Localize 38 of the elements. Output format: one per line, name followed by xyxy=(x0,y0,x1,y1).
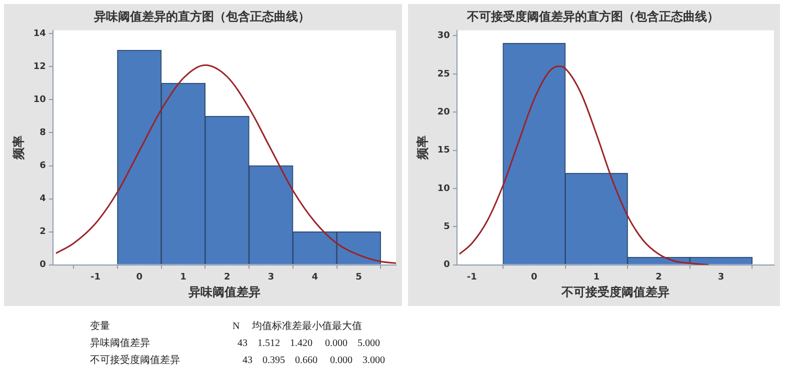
y-tick-label: 10 xyxy=(33,95,46,106)
y-tick-label: 10 xyxy=(437,184,450,194)
x-tick-label: 1 xyxy=(593,272,600,283)
x-tick-label: 5 xyxy=(356,272,362,283)
x-tick-label: 0 xyxy=(136,272,142,283)
x-tick-label: 0 xyxy=(531,272,538,283)
x-tick-label: 3 xyxy=(268,272,274,283)
x-tick-label: -1 xyxy=(466,272,477,283)
y-tick-label: 14 xyxy=(33,29,46,40)
chart-title: 不可接受度阈值差异的直方图（包含正态曲线） xyxy=(466,9,719,24)
x-tick-label: -1 xyxy=(90,272,100,283)
y-tick-label: 8 xyxy=(40,128,46,138)
text: 不可接受度阈值差异 43 0.395 0.660 0.000 3.000 xyxy=(90,354,385,368)
y-tick-label: 30 xyxy=(437,31,450,42)
y-tick-label: 0 xyxy=(444,260,450,270)
y-tick-label: 15 xyxy=(437,146,450,156)
y-tick-label: 5 xyxy=(444,222,450,232)
y-tick-label: 6 xyxy=(40,161,46,172)
line-series xyxy=(55,64,396,264)
y-axis-title: 频率 xyxy=(11,136,26,161)
y-tick-label: 0 xyxy=(40,260,46,270)
x-tick-label: 2 xyxy=(224,272,230,283)
y-tick-label: 25 xyxy=(437,69,450,80)
y-tick-label: 20 xyxy=(437,107,450,118)
y-tick-label: 4 xyxy=(40,194,46,204)
x-axis-title: 异味阈值差异 xyxy=(187,284,260,299)
text: 变量 N 均值标准差最小值最大值 xyxy=(90,320,364,334)
chart-title: 异味阈值差异的直方图（包含正态曲线） xyxy=(93,9,310,24)
x-tick-label: 1 xyxy=(180,272,186,283)
y-tick-label: 2 xyxy=(40,227,46,238)
text: 异味阈值差异 43 1.512 1.420 0.000 5.000 xyxy=(90,336,381,351)
y-tick-label: 12 xyxy=(33,62,46,72)
x-tick-label: 2 xyxy=(656,272,662,283)
x-tick-label: 3 xyxy=(718,272,724,283)
x-tick-label: 4 xyxy=(312,272,318,283)
x-axis-title: 不可接受度阈值差异 xyxy=(560,284,670,299)
y-axis-title: 频率 xyxy=(415,136,430,161)
line-series xyxy=(458,66,710,265)
